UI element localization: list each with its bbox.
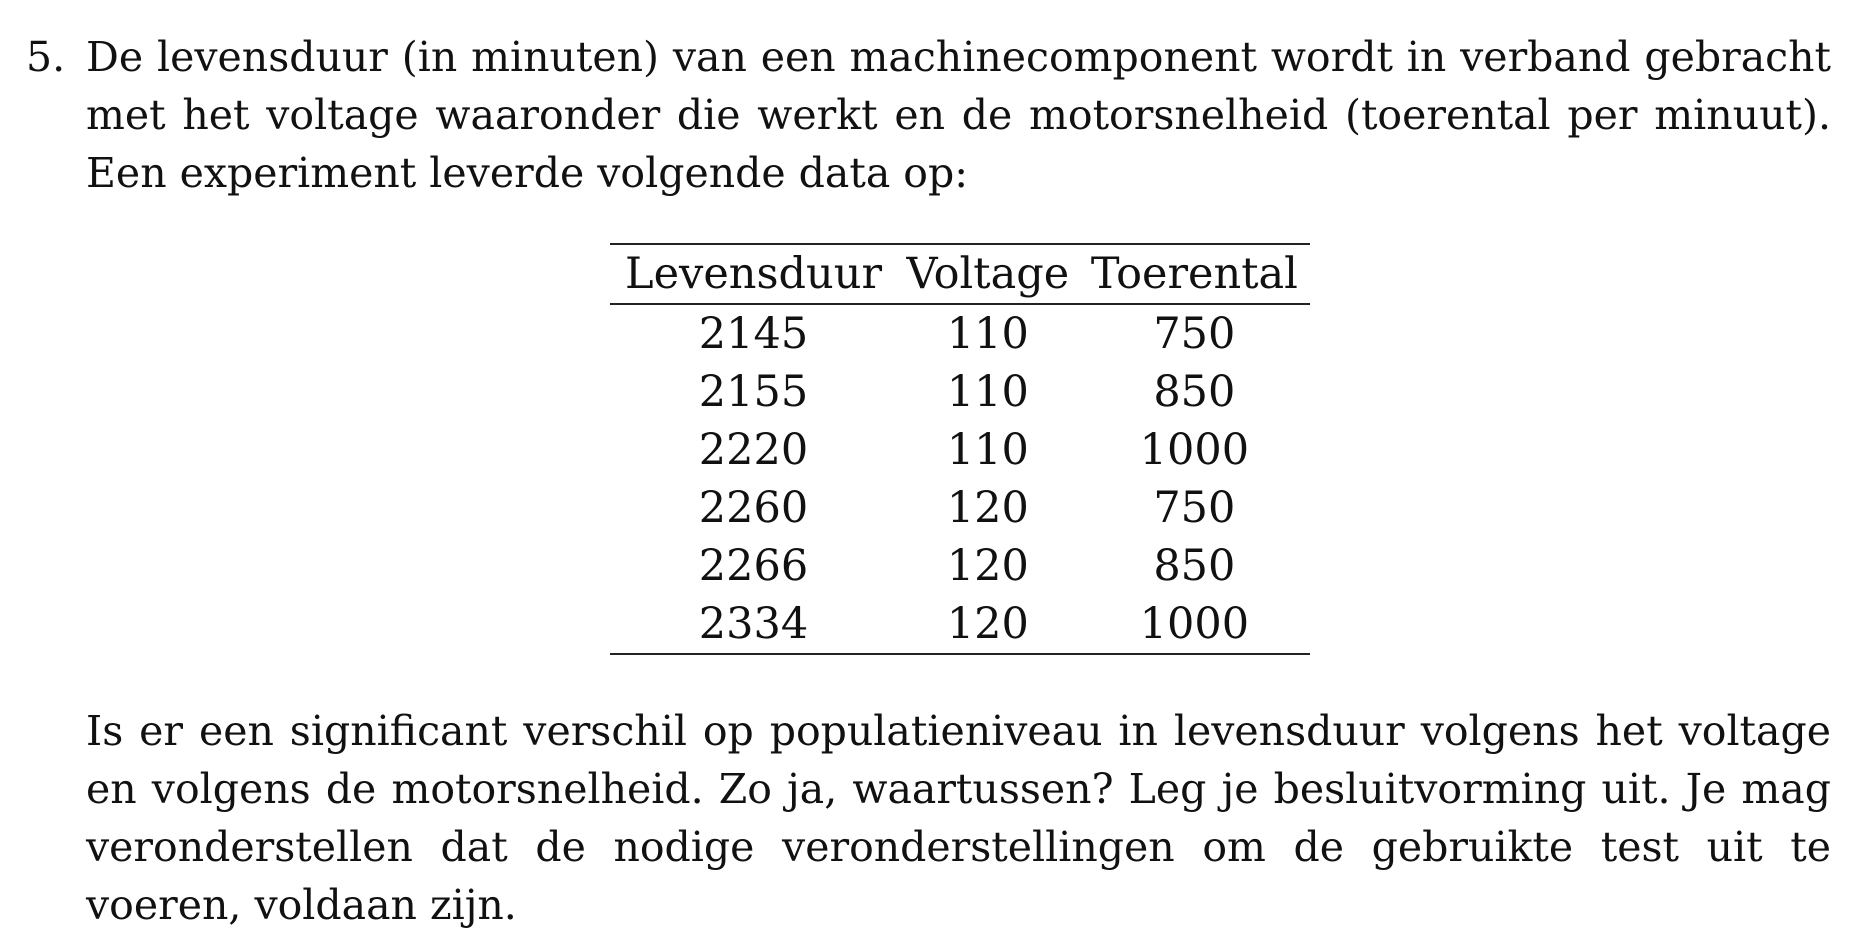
table-cell-levensduur: 2220	[698, 425, 809, 475]
table-row: 2334 120 1000	[610, 595, 1310, 654]
exercise-intro-text: De levensduur (in minuten) van een machi…	[86, 33, 1831, 197]
data-table-container: Levensduur Voltage Toerental 2145 110 75…	[610, 243, 1310, 655]
table-cell-voltage: 110	[946, 367, 1029, 417]
table-cell-toerental: 850	[1153, 367, 1236, 417]
exercise-question-text: Is er een significant verschil op popula…	[86, 707, 1831, 929]
table-cell-levensduur: 2145	[698, 309, 809, 359]
exercise-number: 5.	[26, 33, 66, 81]
table-header-row: Levensduur Voltage Toerental	[610, 244, 1310, 304]
column-header-toerental: Toerental	[1090, 249, 1298, 299]
table-row: 2145 110 750	[610, 304, 1310, 363]
table-cell-voltage: 120	[946, 541, 1029, 591]
table-cell-toerental: 850	[1153, 541, 1236, 591]
table-body: 2145 110 750 2155 110 850 2220 110 1000 …	[610, 304, 1310, 654]
table-cell-levensduur: 2155	[698, 367, 809, 417]
table-cell-voltage: 110	[946, 309, 1029, 359]
table-cell-toerental: 750	[1153, 483, 1236, 533]
table-cell-voltage: 120	[946, 483, 1029, 533]
table-cell-levensduur: 2266	[698, 541, 809, 591]
column-header-voltage: Voltage	[906, 249, 1070, 299]
table-row: 2155 110 850	[610, 363, 1310, 421]
data-table: Levensduur Voltage Toerental 2145 110 75…	[610, 243, 1310, 655]
table-cell-toerental: 1000	[1139, 599, 1250, 649]
table-cell-levensduur: 2260	[698, 483, 809, 533]
table-cell-levensduur: 2334	[698, 599, 809, 649]
table-row: 2220 110 1000	[610, 421, 1310, 479]
table-cell-toerental: 750	[1153, 309, 1236, 359]
table-cell-voltage: 120	[946, 599, 1029, 649]
table-cell-voltage: 110	[946, 425, 1029, 475]
table-cell-toerental: 1000	[1139, 425, 1250, 475]
table-row: 2260 120 750	[610, 479, 1310, 537]
table-header: Levensduur Voltage Toerental	[610, 244, 1310, 304]
table-row: 2266 120 850	[610, 537, 1310, 595]
column-header-levensduur: Levensduur	[625, 249, 883, 299]
